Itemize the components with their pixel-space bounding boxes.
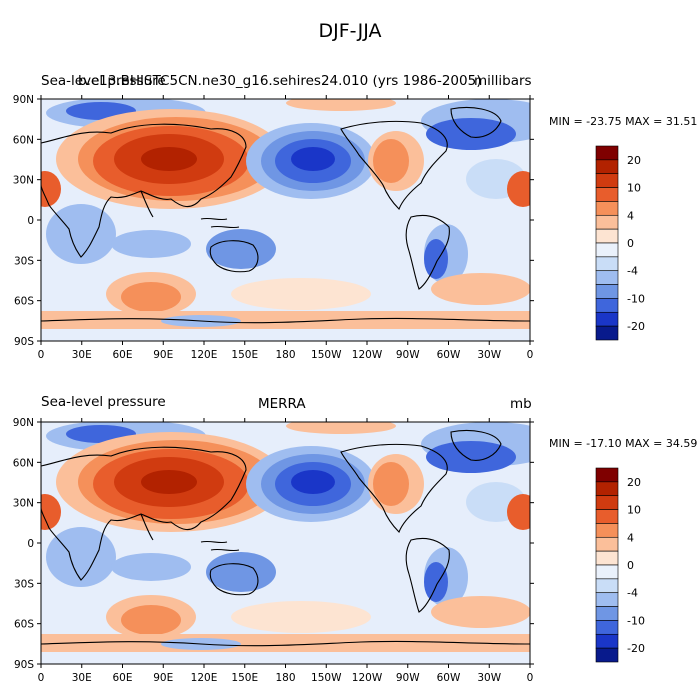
colorbar-swatch xyxy=(595,298,619,313)
lat-tick-label: 30N xyxy=(13,175,34,187)
lon-tick-label: 30E xyxy=(72,349,92,361)
colorbar-swatch xyxy=(595,228,619,244)
panel1-min-max: MIN = -23.75 MAX = 31.51 xyxy=(549,115,698,128)
lon-tick-label: 60E xyxy=(113,672,133,684)
colorbar-label: 4 xyxy=(627,531,634,544)
colorbar-swatch xyxy=(595,523,619,538)
lon-tick-label: 150E xyxy=(231,349,258,361)
colorbar-swatch xyxy=(595,509,619,524)
colorbar-swatch xyxy=(595,647,619,663)
lat-tick-label: 90N xyxy=(13,417,34,429)
lon-tick-label: 0 xyxy=(527,349,534,361)
colorbar-swatch xyxy=(595,173,619,188)
lon-tick-label: 180 xyxy=(275,349,295,361)
colorbar-swatch xyxy=(595,633,619,649)
colorbar-swatch xyxy=(595,536,619,552)
lon-tick-label: 90E xyxy=(153,672,173,684)
lat-tick-label: 90N xyxy=(13,94,34,106)
panel2-map xyxy=(40,421,531,665)
figure-title: DJF-JJA xyxy=(318,20,382,42)
colorbar-swatch xyxy=(595,481,619,497)
panel2-colorbar: 20 10 4 0 -4 -10 -20 xyxy=(595,467,645,663)
colorbar-swatch xyxy=(595,592,619,607)
lon-tick-label: 150W xyxy=(311,672,342,684)
lon-tick-label: 150W xyxy=(311,349,342,361)
lat-tick-label: 60N xyxy=(13,134,34,146)
colorbar-label: -4 xyxy=(627,587,638,600)
colorbar-label: 0 xyxy=(627,559,634,572)
colorbar-swatch xyxy=(595,606,619,621)
lat-tick-label: 0 xyxy=(27,538,34,550)
lat-tick-label: 90S xyxy=(14,659,34,671)
colorbar-swatch xyxy=(595,214,619,230)
colorbar-label: -4 xyxy=(627,265,638,278)
lat-tick-label: 60N xyxy=(13,457,34,469)
colorbar-swatch xyxy=(595,325,619,341)
colorbar-label: 0 xyxy=(627,237,634,250)
lat-tick-label: 30S xyxy=(14,578,34,590)
colorbar-label: -10 xyxy=(627,614,645,627)
lat-tick-label: 0 xyxy=(27,215,34,227)
colorbar-swatch xyxy=(595,159,619,175)
panel2-units: mb xyxy=(510,396,532,412)
colorbar-swatch xyxy=(595,467,619,483)
panel1-units: millibars xyxy=(474,73,532,89)
panel1-variable-title: Sea-level pressure xyxy=(41,73,166,89)
lon-tick-label: 0 xyxy=(527,672,534,684)
lon-tick-label: 90E xyxy=(153,349,173,361)
colorbar-swatch xyxy=(595,187,619,202)
colorbar-label: 20 xyxy=(627,154,641,167)
colorbar-label: 20 xyxy=(627,476,641,489)
colorbar-swatch xyxy=(595,201,619,216)
colorbar-swatch xyxy=(595,564,619,580)
panel2-dataset-title: MERRA xyxy=(258,396,306,412)
panel2-variable-title: Sea-level pressure xyxy=(41,394,166,410)
lat-tick-label: 60S xyxy=(14,296,34,308)
lon-tick-label: 120W xyxy=(352,349,383,361)
colorbar-label: -10 xyxy=(627,292,645,305)
lon-tick-label: 90W xyxy=(396,672,420,684)
lat-tick-label: 30N xyxy=(13,498,34,510)
colorbar-swatch xyxy=(595,495,619,510)
lon-tick-label: 60W xyxy=(437,349,461,361)
colorbar-label: -20 xyxy=(627,642,645,655)
colorbar-label: 10 xyxy=(627,182,641,195)
lon-tick-label: 120E xyxy=(191,349,218,361)
lat-tick-label: 60S xyxy=(14,619,34,631)
lon-tick-label: 30W xyxy=(477,349,501,361)
lon-tick-label: 60E xyxy=(113,349,133,361)
lon-tick-label: 120E xyxy=(191,672,218,684)
colorbar-swatch xyxy=(595,311,619,327)
colorbar-swatch xyxy=(595,284,619,299)
lon-tick-label: 150E xyxy=(231,672,258,684)
lon-tick-label: 0 xyxy=(38,672,45,684)
panel1-case-title: b.e13.BHISTC5CN.ne30_g16.sehires24.010 (… xyxy=(78,73,482,89)
lon-tick-label: 30E xyxy=(72,672,92,684)
lat-tick-label: 30S xyxy=(14,255,34,267)
colorbar-label: 10 xyxy=(627,504,641,517)
panel1-colorbar: 20 10 4 0 -4 -10 -20 xyxy=(595,145,645,341)
panel2-min-max: MIN = -17.10 MAX = 34.59 xyxy=(549,437,698,450)
colorbar-swatch xyxy=(595,270,619,285)
colorbar-swatch xyxy=(595,145,619,161)
lon-tick-label: 30W xyxy=(477,672,501,684)
panel2-axes: 0 30E 60E 90E 120E 150E 180 150W 120W 90W 60W 30W 09… xyxy=(13,417,534,684)
colorbar-swatch xyxy=(595,620,619,635)
panel1-axes: 0 30E 60E 90E 120E 150E 180 150W 120W 90W 60W 30W 09… xyxy=(13,94,534,361)
lon-tick-label: 180 xyxy=(275,672,295,684)
lon-tick-label: 60W xyxy=(437,672,461,684)
colorbar-swatch xyxy=(595,242,619,258)
lon-tick-label: 0 xyxy=(38,349,45,361)
colorbar-label: -20 xyxy=(627,320,645,333)
lon-tick-label: 90W xyxy=(396,349,420,361)
colorbar-swatch xyxy=(595,550,619,566)
colorbar-label: 4 xyxy=(627,209,634,222)
panel1-map xyxy=(40,98,531,342)
lon-tick-label: 120W xyxy=(352,672,383,684)
lat-tick-label: 90S xyxy=(14,336,34,348)
colorbar-swatch xyxy=(595,578,619,594)
colorbar-swatch xyxy=(595,256,619,272)
